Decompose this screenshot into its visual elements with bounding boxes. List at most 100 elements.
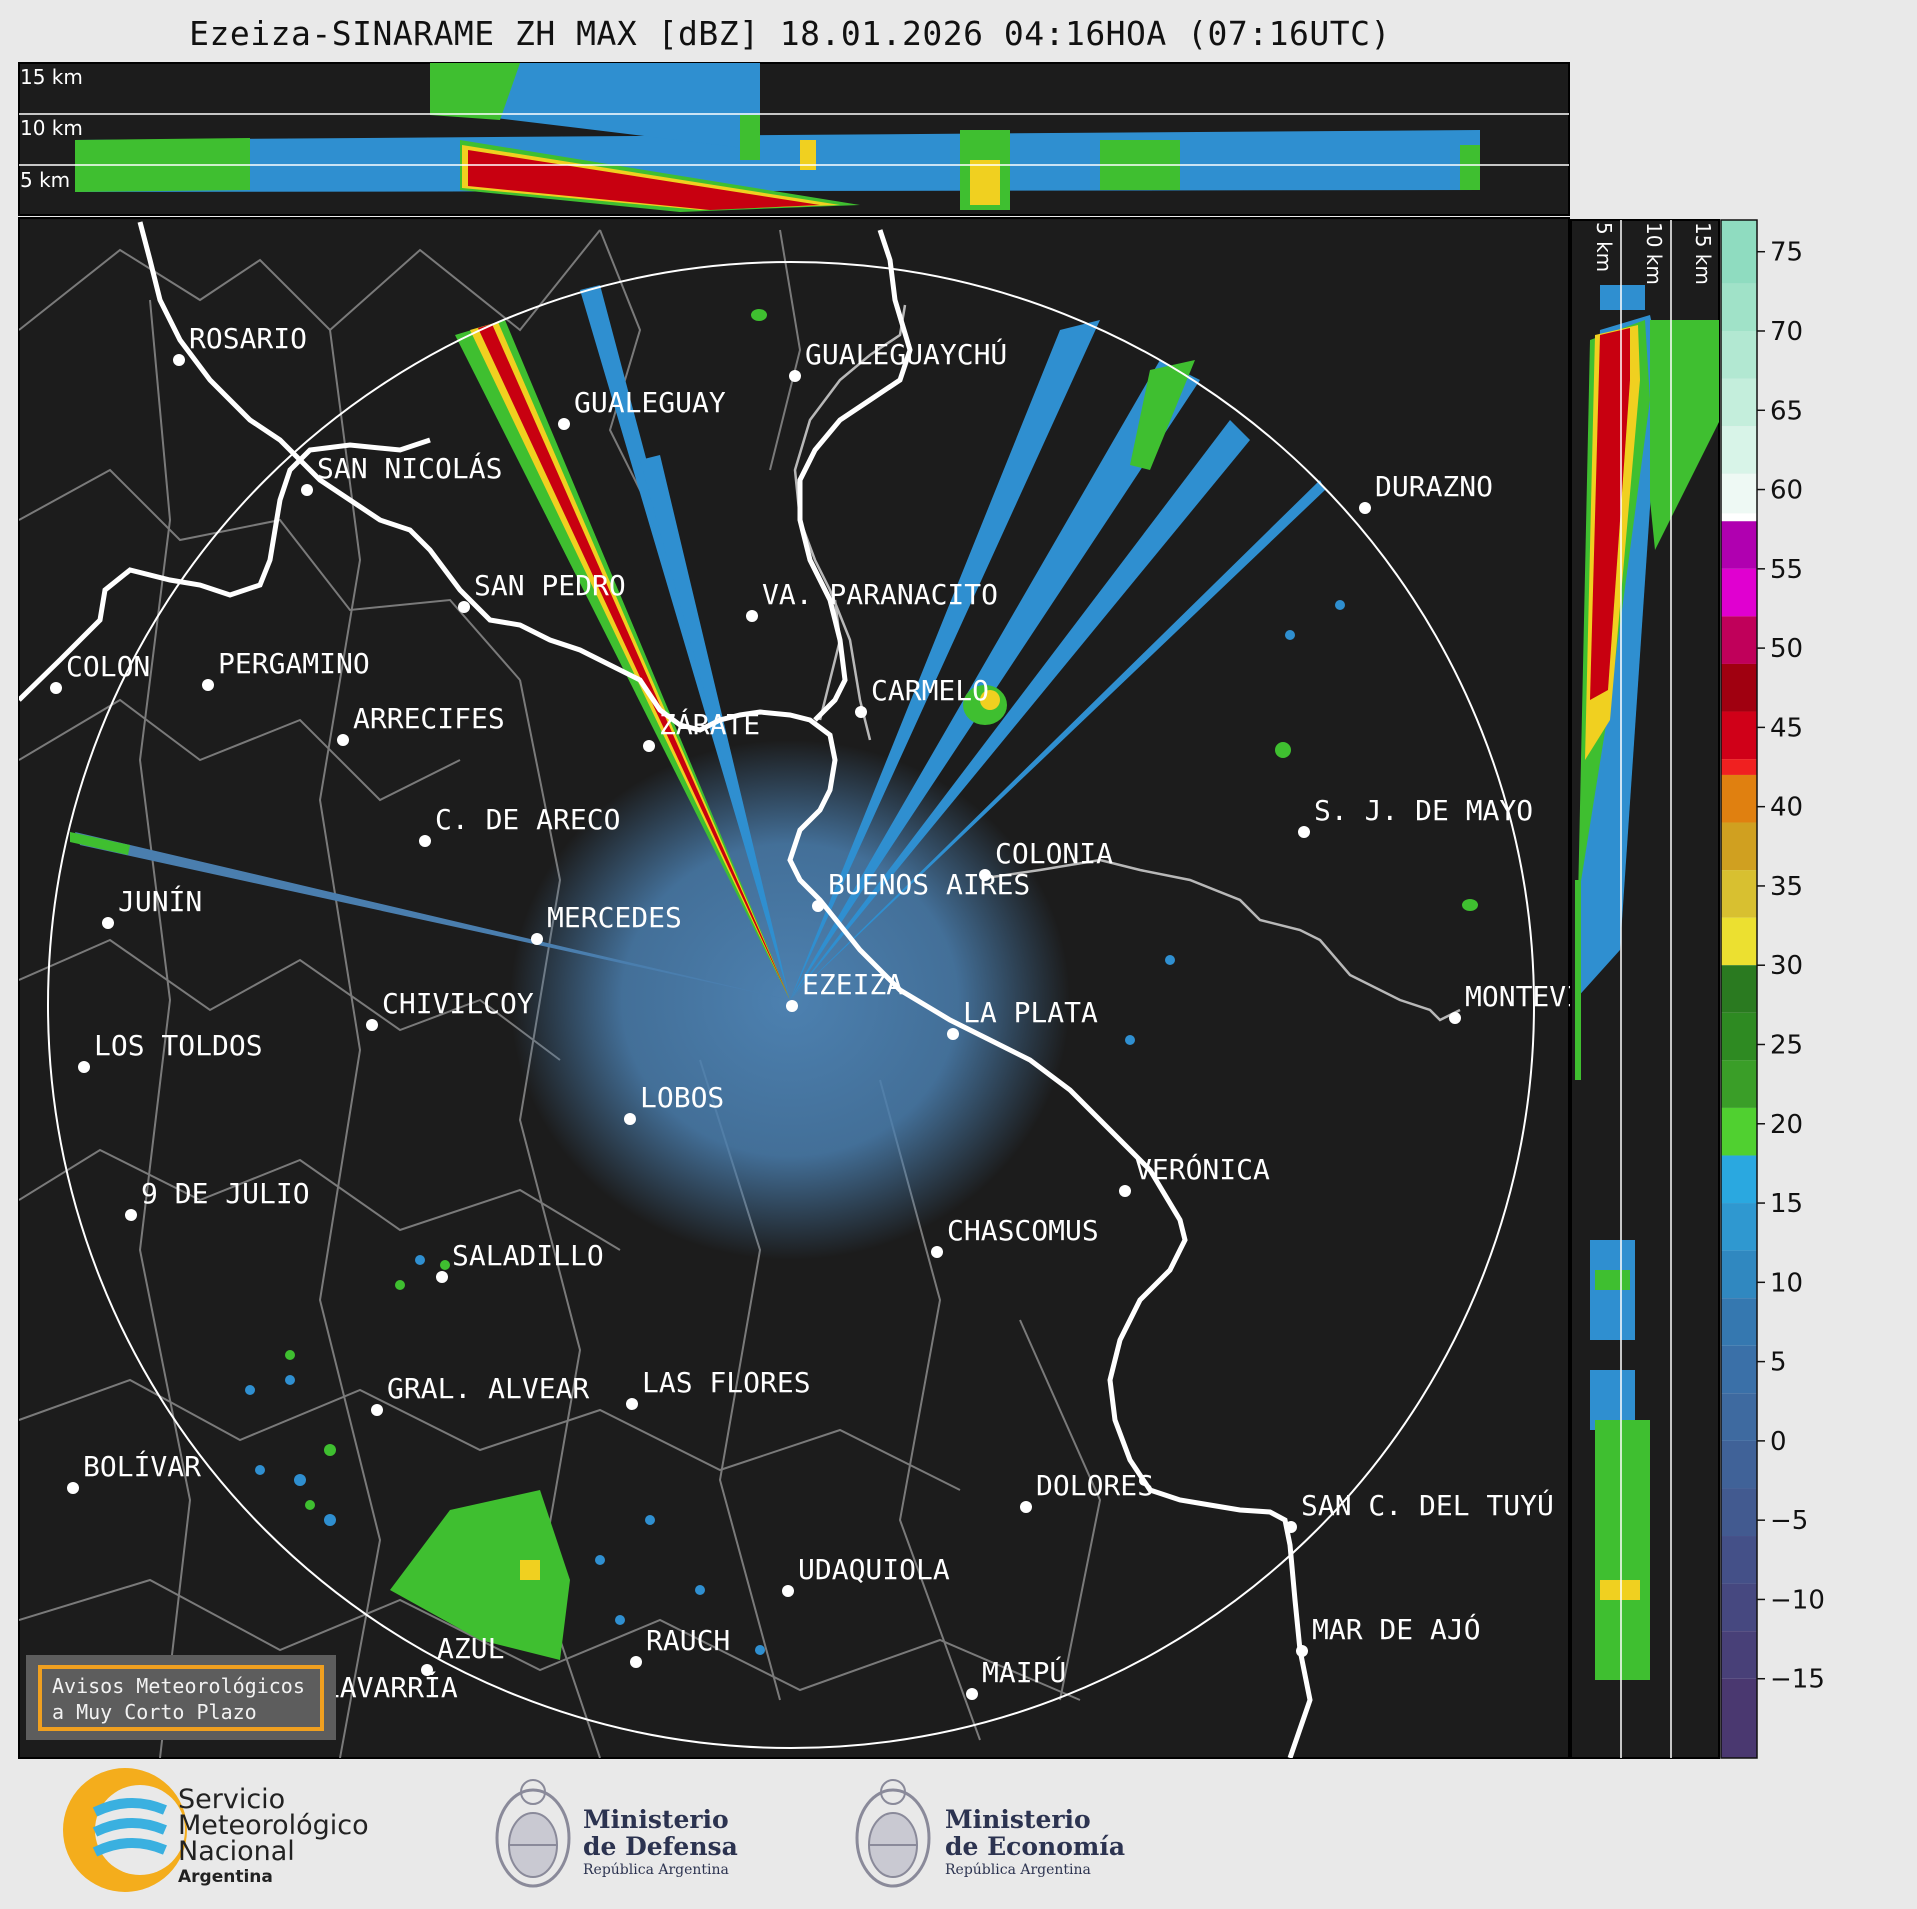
city-label: C. DE ARECO — [435, 803, 620, 836]
city-los-toldos: LOS TOLDOS — [78, 1029, 263, 1073]
right-height-label-15km: 15 km — [1691, 222, 1715, 285]
city-pergamino: PERGAMINO — [202, 647, 370, 691]
city-rauch: RAUCH — [630, 1624, 730, 1668]
city-marker — [337, 734, 349, 746]
colorbar-tick-label: −5 — [1770, 1506, 1808, 1536]
coat-of-arms-icon — [495, 1779, 571, 1888]
city-label: LA PLATA — [963, 996, 1098, 1029]
city-label: SALADILLO — [452, 1239, 604, 1272]
colorbar-band — [1721, 1298, 1757, 1346]
colorbar-band — [1721, 917, 1757, 966]
city-label: SAN PEDRO — [474, 569, 626, 602]
defensa-line2: de Defensa — [583, 1832, 738, 1861]
city-bolívar: BOLÍVAR — [67, 1449, 201, 1494]
city-marker — [67, 1482, 79, 1494]
right-vertical-section: 5 km 10 km 15 km — [1570, 219, 1720, 1759]
notice-line2: a Muy Corto Plazo — [52, 1700, 257, 1724]
city-marker — [202, 679, 214, 691]
city-marker — [1449, 1012, 1461, 1024]
city-la-plata: LA PLATA — [947, 996, 1098, 1040]
colorbar-tick-label: 30 — [1770, 951, 1803, 981]
city-marker — [125, 1209, 137, 1221]
colorbar-tick-label: 40 — [1770, 793, 1803, 823]
city-label: GUALEGUAYCHÚ — [805, 337, 1007, 371]
economia-line3: República Argentina — [945, 1862, 1091, 1878]
city-marker — [1119, 1185, 1131, 1197]
city-chascomus: CHASCOMUS — [931, 1214, 1099, 1258]
city-label: ARRECIFES — [353, 702, 505, 735]
notice-frame: Avisos Meteorológicos a Muy Corto Plazo — [38, 1665, 324, 1731]
colorbar-band — [1721, 513, 1757, 522]
colorbar-band — [1721, 1583, 1757, 1632]
city-label: CARMELO — [871, 674, 989, 707]
colorbar-band — [1721, 1440, 1757, 1489]
city-label: MAIPÚ — [982, 1655, 1066, 1689]
smn-line2: Meteorológico — [178, 1810, 369, 1841]
defensa-line3: República Argentina — [583, 1862, 729, 1878]
city-label: ZÁRATE — [659, 707, 760, 741]
colorbar-tick-label: 35 — [1770, 872, 1803, 902]
colorbar-tick-label: 50 — [1770, 634, 1803, 664]
colorbar-band — [1721, 1250, 1757, 1299]
colorbar-tick-label: 65 — [1770, 396, 1803, 426]
right-height-label-10km: 10 km — [1642, 222, 1666, 285]
city-mercedes: MERCEDES — [531, 901, 682, 945]
top-vertical-section: 15 km 10 km 5 km — [18, 62, 1570, 216]
city-marker — [643, 740, 655, 752]
city-s-j-de-mayo: S. J. DE MAYO — [1298, 794, 1533, 838]
defensa-logo: Ministerio de Defensa República Argentin… — [495, 1779, 738, 1888]
colorbar-band — [1721, 473, 1757, 514]
city-las-flores: LAS FLORES — [626, 1366, 811, 1410]
city-san-pedro: SAN PEDRO — [458, 569, 626, 613]
city-marker — [966, 1688, 978, 1700]
city-label: LOBOS — [640, 1081, 724, 1114]
colorbar-tick-label: 25 — [1770, 1030, 1803, 1060]
colorbar-band — [1721, 1631, 1757, 1679]
city-junín: JUNÍN — [102, 884, 202, 929]
city-marker — [630, 1656, 642, 1668]
city-colon: COLON — [50, 650, 150, 694]
notice-box: Avisos Meteorológicos a Muy Corto Plazo — [26, 1655, 336, 1740]
city-label: MERCEDES — [547, 901, 682, 934]
city-label: ROSARIO — [189, 322, 307, 355]
city-udaquiola: UDAQUIOLA — [782, 1553, 950, 1597]
city-marker — [78, 1061, 90, 1073]
city-label: SAN NICOLÁS — [317, 451, 502, 485]
city-marker — [173, 354, 185, 366]
colorbar-band — [1721, 965, 1757, 1013]
city-colonia: COLONIA — [979, 837, 1113, 881]
city-label: SAN C. DEL TUYÚ — [1301, 1488, 1554, 1522]
colorbar-band — [1721, 1678, 1757, 1758]
colorbar-band — [1721, 759, 1757, 775]
colorbar-band — [1721, 1155, 1757, 1204]
city-label: CHIVILCOY — [382, 987, 534, 1020]
city-marker — [786, 1000, 798, 1012]
city-maipú: MAIPÚ — [966, 1655, 1066, 1700]
smn-logo: Servicio Meteorológico Nacional Argentin… — [63, 1768, 369, 1892]
colorbar-band — [1721, 1107, 1757, 1156]
city-marker — [1359, 502, 1371, 514]
city-label: 9 DE JULIO — [141, 1177, 310, 1210]
city-gualeguay: GUALEGUAY — [558, 386, 726, 430]
city-label: GRAL. ALVEAR — [387, 1372, 589, 1405]
city-label: BOLÍVAR — [83, 1449, 201, 1483]
colorbar-tick-label: −10 — [1770, 1585, 1825, 1615]
colorbar-band — [1721, 283, 1757, 331]
city-label: BUENOS AIRES — [828, 868, 1030, 901]
city-marker — [947, 1028, 959, 1040]
city-marker — [855, 706, 867, 718]
city-marker — [301, 484, 313, 496]
city-label: LOS TOLDOS — [94, 1029, 263, 1062]
city-c-de-areco: C. DE ARECO — [419, 803, 620, 847]
page-title: Ezeiza-SINARAME ZH MAX [dBZ] 18.01.2026 … — [189, 14, 1391, 53]
city-label: CHASCOMUS — [947, 1214, 1099, 1247]
city-ezeiza: EZEIZA — [786, 968, 903, 1012]
colorbar-band — [1721, 663, 1757, 712]
colorbar-tick-label: 70 — [1770, 317, 1803, 347]
city-marker — [624, 1113, 636, 1125]
colorbar-band — [1721, 521, 1757, 569]
smn-line3: Nacional — [178, 1836, 295, 1867]
city-marker — [979, 869, 991, 881]
city-label: DOLORES — [1036, 1469, 1154, 1502]
